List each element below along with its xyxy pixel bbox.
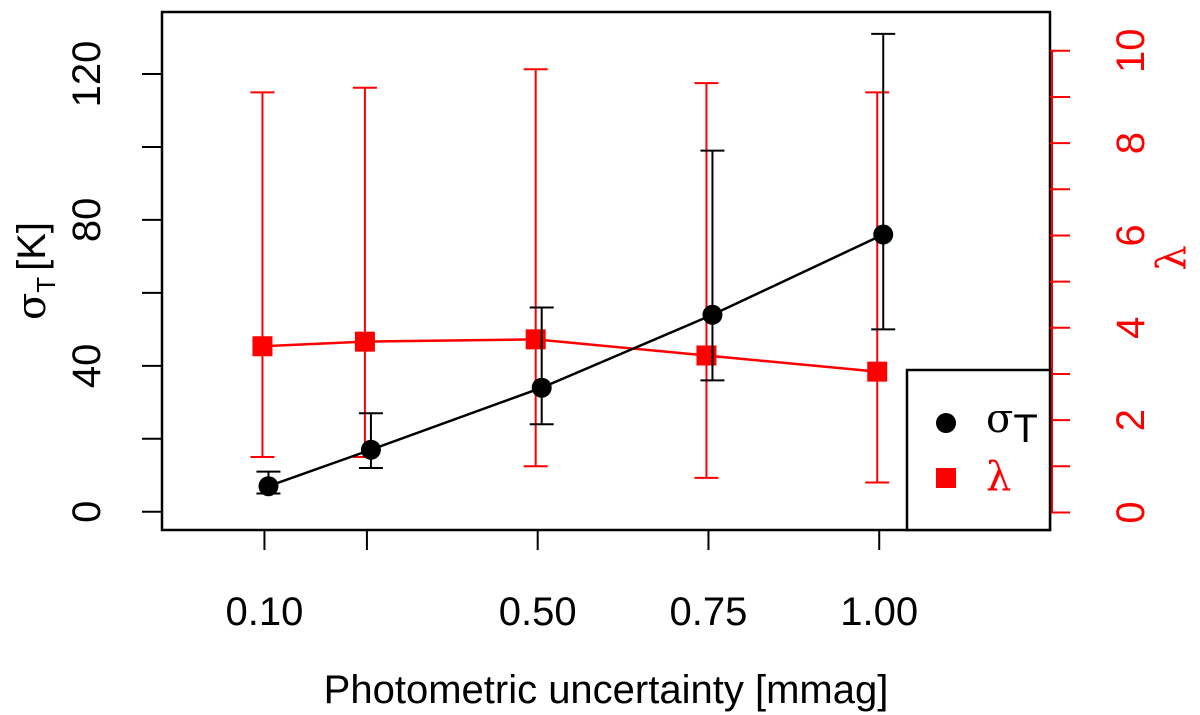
data-point-circle (873, 224, 894, 245)
y-right-tick-label: 8 (1109, 132, 1153, 154)
y-axis-left-title: σT [K] (9, 222, 61, 320)
y-right-tick-label: 6 (1109, 224, 1153, 246)
y-left-title-unit: [K] (10, 222, 54, 271)
y-left-tick-label: 0 (65, 501, 109, 523)
legend-label-lambda: λ (986, 454, 1011, 500)
y-right-tick-label: 0 (1109, 501, 1153, 523)
x-tick-label: 1.00 (840, 590, 918, 634)
left-axis: 0 40 80 120 (65, 41, 162, 523)
right-axis: 0 2 4 6 8 10 (1050, 29, 1153, 524)
data-point-square (252, 336, 273, 357)
y-left-title-symbol: σ (9, 293, 55, 320)
legend: σT λ (905, 368, 1052, 532)
series-line (268, 233, 884, 488)
y-left-tick-label: 40 (65, 344, 109, 389)
data-point-circle (702, 304, 723, 325)
series-layer (250, 32, 896, 497)
legend-marker-lambda (936, 468, 956, 488)
plot-frame (160, 10, 1052, 532)
series-lambda (250, 68, 890, 484)
data-point-square (354, 331, 375, 352)
data-point-square (867, 361, 888, 382)
legend-label-sigma-subscript: T (1013, 407, 1037, 451)
x-tick-label: 0.50 (499, 590, 577, 634)
x-axis: 0.10 0.50 0.75 1.00 (226, 530, 918, 634)
legend-label-sigma: σT (986, 396, 1038, 451)
y-right-tick-label: 4 (1109, 317, 1153, 339)
x-tick-label: 0.10 (226, 590, 304, 634)
data-point-circle (360, 439, 381, 460)
x-axis-title: Photometric uncertainty [mmag] (324, 668, 889, 712)
y-left-tick-label: 80 (65, 198, 109, 243)
series-sigma (256, 32, 896, 497)
y-right-tick-label: 2 (1109, 409, 1153, 431)
y-left-tick-label: 120 (65, 41, 109, 108)
legend-box (905, 368, 1052, 532)
x-tick-label: 0.75 (670, 590, 748, 634)
data-point-circle (531, 377, 552, 398)
series-line (262, 338, 878, 373)
legend-marker-sigma (936, 413, 956, 433)
data-point-circle (258, 476, 279, 497)
y-axis-right-title: λ (1149, 245, 1195, 270)
y-right-tick-label: 10 (1109, 29, 1153, 73)
y-left-title-subscript: T (31, 277, 61, 293)
